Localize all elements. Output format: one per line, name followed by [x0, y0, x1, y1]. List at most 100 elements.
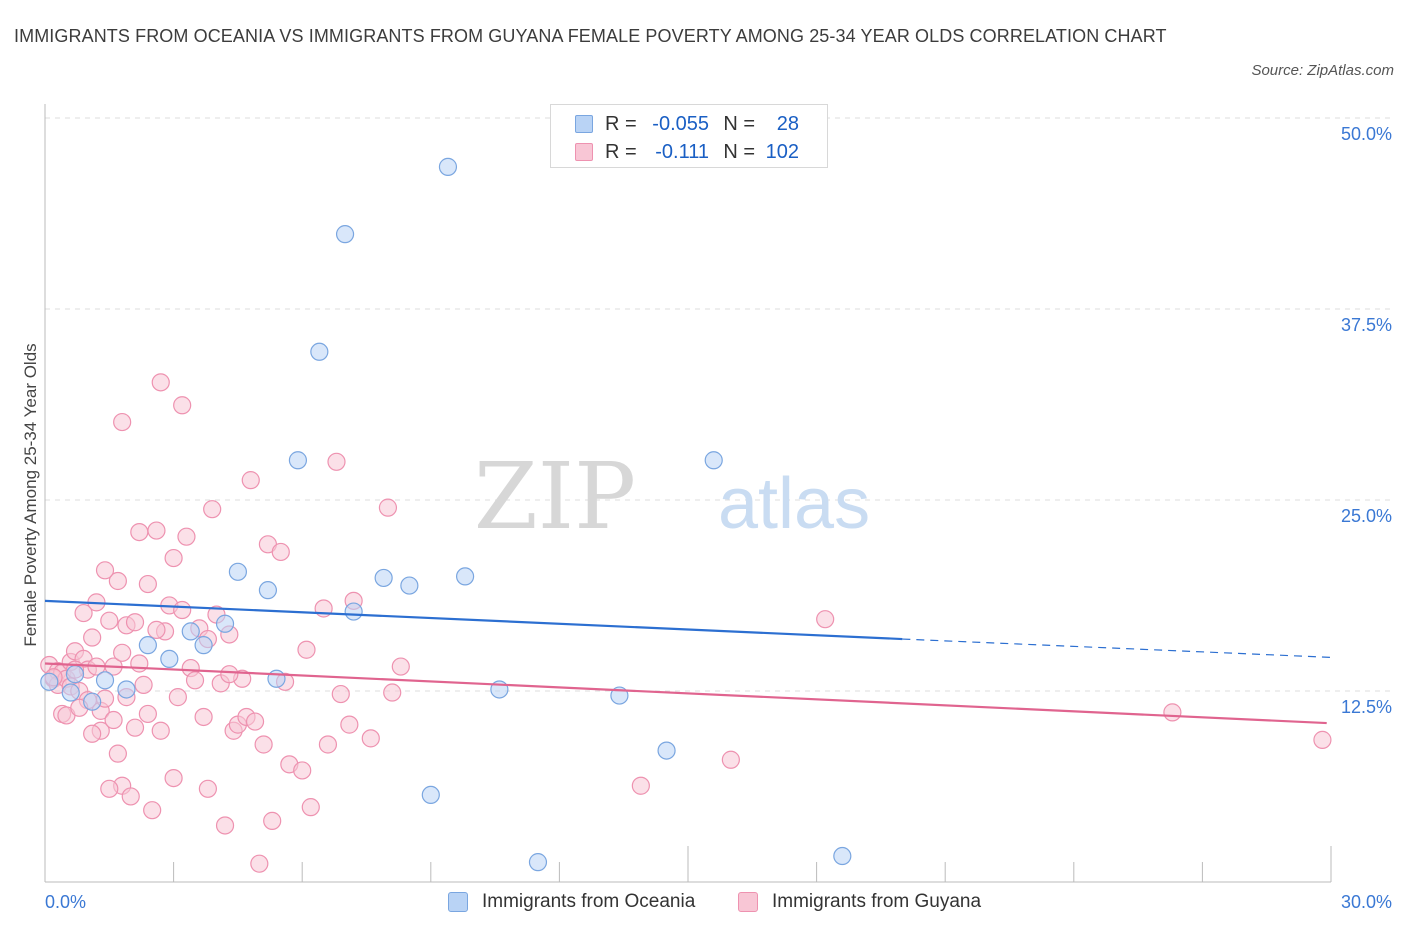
- guyana-point: [147, 620, 166, 639]
- oceania-point: [421, 785, 440, 805]
- legend-swatch-guyana: [575, 143, 593, 161]
- oceania-point: [138, 636, 157, 655]
- guyana-point: [164, 768, 183, 788]
- guyana-point: [164, 548, 183, 568]
- guyana-point: [125, 718, 145, 737]
- x-tick-label: 0.0%: [45, 892, 86, 912]
- guyana-point: [194, 707, 213, 727]
- watermark-atlas: atlas: [718, 464, 870, 544]
- oceania-point: [215, 614, 235, 633]
- guyana-point: [271, 542, 290, 562]
- y-tick-label: 37.5%: [1341, 315, 1392, 335]
- guyana-point: [100, 611, 119, 630]
- legend-n-label: N =: [723, 112, 755, 135]
- guyana-point: [721, 750, 740, 769]
- y-axis-label: Female Poverty Among 25-34 Year Olds: [21, 343, 40, 646]
- guyana-point: [100, 779, 119, 798]
- oceania-point: [335, 225, 355, 244]
- guyana-point: [177, 527, 196, 546]
- chart-title: IMMIGRANTS FROM OCEANIA VS IMMIGRANTS FR…: [14, 26, 1167, 46]
- oceania-point: [95, 671, 115, 690]
- legend-r-value: -0.055: [652, 112, 709, 135]
- guyana-point: [185, 671, 205, 690]
- series-legend-swatch-oceania: [448, 892, 468, 912]
- guyana-point: [83, 628, 102, 647]
- guyana-point: [254, 735, 273, 754]
- y-tick-label: 12.5%: [1341, 697, 1392, 717]
- guyana-point: [301, 798, 320, 817]
- oceania-point: [704, 451, 723, 470]
- guyana-point: [138, 704, 157, 724]
- oceania-point: [65, 665, 85, 684]
- guyana-point: [391, 657, 410, 676]
- guyana-point: [361, 729, 380, 748]
- guyana-point: [121, 787, 140, 806]
- oceania-point: [438, 157, 458, 176]
- guyana-point: [293, 761, 312, 780]
- series-legend-label-guyana: Immigrants from Guyana: [772, 891, 982, 912]
- oceania-point: [117, 680, 136, 699]
- guyana-point: [297, 640, 316, 659]
- guyana-point: [1163, 703, 1182, 722]
- legend-r-label: R =: [605, 140, 637, 163]
- guyana-point: [378, 498, 398, 517]
- guyana-point: [340, 715, 359, 734]
- guyana-point: [134, 675, 153, 694]
- guyana-point: [383, 683, 402, 702]
- guyana-point: [241, 471, 260, 490]
- watermark-zip: ZIP: [474, 443, 636, 550]
- oceania-point: [528, 853, 548, 872]
- oceania-point: [228, 562, 247, 581]
- trend-line-oceania-extension: [902, 638, 1332, 658]
- series-legend-swatch-guyana: [738, 892, 758, 912]
- guyana-point: [327, 452, 346, 471]
- oceania-point: [455, 567, 475, 586]
- guyana-point: [113, 412, 132, 432]
- guyana-point: [173, 600, 192, 620]
- guyana-point: [215, 816, 235, 835]
- guyana-point: [147, 521, 166, 540]
- guyana-point: [220, 665, 239, 684]
- guyana-point: [95, 561, 115, 580]
- legend-n-value: 102: [765, 140, 799, 163]
- guyana-point: [250, 854, 269, 873]
- series-legend-oceania: Immigrants from Oceania: [448, 890, 695, 914]
- trend-lines: [44, 599, 1332, 725]
- guyana-point: [168, 688, 187, 707]
- guyana-point: [130, 522, 149, 542]
- trend-line-guyana: [44, 662, 1327, 725]
- guyana-point: [138, 574, 157, 594]
- guyana-point: [318, 735, 338, 754]
- guyana-point: [631, 776, 650, 795]
- source-label: Source: ZipAtlas.com: [1251, 62, 1394, 79]
- oceania-point: [181, 622, 200, 641]
- trend-line-oceania: [44, 599, 903, 641]
- legend-row-guyana: R = -0.111 N = 102: [575, 140, 799, 164]
- watermark: ZIP atlas: [474, 443, 870, 550]
- oceania-point: [40, 672, 59, 691]
- guyana-point: [104, 710, 123, 730]
- tick-labels: 12.5% 25.0% 37.5% 50.0% 0.0% 30.0%: [45, 124, 1392, 912]
- oceania-point: [374, 568, 393, 588]
- series-legend-guyana: Immigrants from Guyana: [738, 890, 981, 914]
- oceania-point: [344, 602, 363, 621]
- oceania-point: [657, 741, 676, 760]
- guyana-point: [125, 613, 145, 632]
- legend-swatch-oceania: [575, 115, 593, 133]
- guyana-point: [108, 571, 127, 591]
- guyana-point: [1313, 730, 1332, 749]
- guyana-point: [151, 721, 170, 740]
- legend-n-value: 28: [776, 112, 799, 135]
- guyana-point: [331, 684, 350, 704]
- guyana-point: [245, 712, 265, 731]
- oceania-point: [258, 581, 278, 600]
- oceania-point: [194, 636, 213, 655]
- legend-r-label: R =: [605, 112, 637, 135]
- axes: [44, 104, 1332, 883]
- oceania-point: [833, 846, 852, 866]
- guyana-point: [151, 373, 170, 392]
- guyana-point: [74, 603, 93, 623]
- x-tick-label: 30.0%: [1341, 892, 1392, 912]
- oceania-point: [160, 649, 179, 669]
